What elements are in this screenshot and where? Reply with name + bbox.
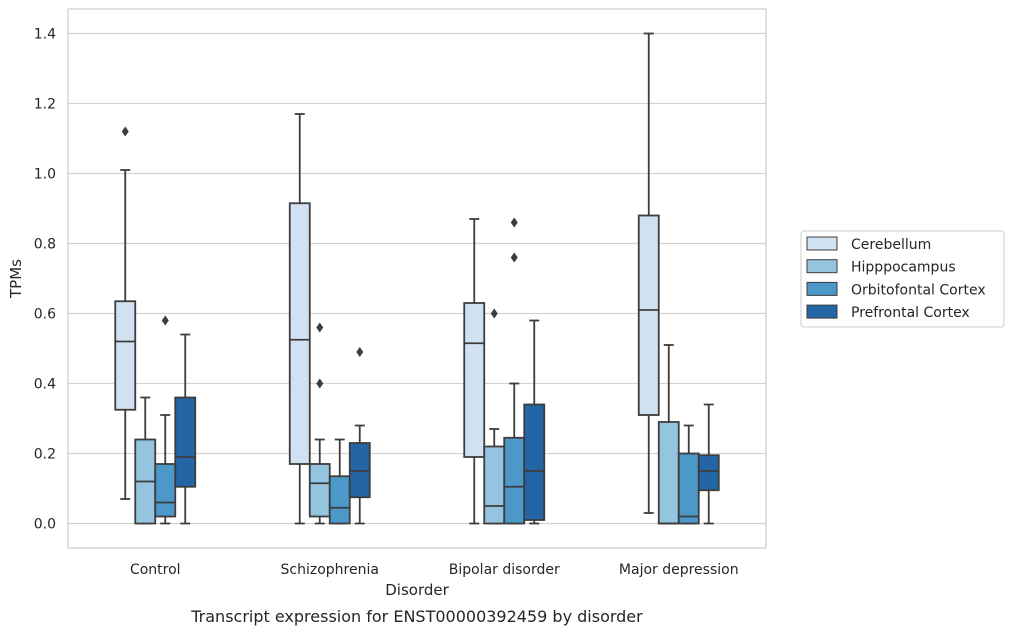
box-orbitofontal-cortex [677,424,700,525]
outlier-point [316,322,324,333]
box-prefrontal-cortex [523,319,546,525]
legend-label-cerebellum: Cerebellum [851,237,931,253]
box-body [677,452,700,525]
box-hipppocampus [308,322,331,525]
box-hipppocampus [134,396,157,525]
y-tick-label: 0.4 [34,377,56,393]
y-tick-label: 0.6 [34,307,56,323]
box-orbitofontal-cortex [503,217,526,525]
x-tick-label: Bipolar disorder [449,562,560,578]
box-body [328,475,351,525]
x-tick-label: Major depression [619,562,739,578]
y-axis-ticks: 0.0 0.2 0.4 0.6 0.8 1.0 1.2 1.4 [34,27,56,533]
box-body [637,214,660,416]
legend-swatch-hipppocampus [806,259,838,274]
plot-frame [67,8,767,549]
legend-swatch-orbitofontal-cortex [806,281,838,296]
box-body [308,463,331,518]
box-prefrontal-cortex [174,333,197,525]
y-tick-label: 0.8 [34,237,56,253]
y-tick-label: 1.0 [34,167,56,183]
legend-swatch-prefrontal-cortex [806,304,838,319]
box-body [174,396,197,488]
y-tick-label: 0.0 [34,517,56,533]
outlier-point [316,378,324,389]
box-body [483,445,506,525]
box-cerebellum [114,126,137,500]
box-orbitofontal-cortex [154,315,177,525]
box-body [503,436,526,525]
box-hipppocampus [657,344,680,525]
box-orbitofontal-cortex [328,438,351,525]
box-prefrontal-cortex [348,347,371,525]
boxes [114,32,720,525]
box-body [114,300,137,411]
box-body [697,454,720,492]
legend-label-hipppocampus: Hipppocampus [851,260,956,276]
x-tick-label: Control [130,562,181,578]
outlier-point [510,252,518,263]
outlier-point [356,347,364,357]
box-body [288,202,311,465]
x-axis-ticks: Control Schizophrenia Bipolar disorder Majo… [130,562,739,578]
x-axis-label: Disorder [385,581,449,599]
legend-items: Cerebellum Hipppocampus Orbitofontal Corte… [806,236,986,321]
outlier-point [510,217,518,228]
legend-frame [800,230,1005,328]
box-cerebellum [637,32,660,514]
legend-label-orbitofontal-cortex: Orbitofontal Cortex [851,282,986,298]
y-tick-label: 1.4 [34,27,56,43]
legend-label-prefrontal-cortex: Prefrontal Cortex [851,305,970,321]
y-tick-label: 0.2 [34,447,56,463]
legend: Cerebellum Hipppocampus Orbitofontal Corte… [800,230,1005,328]
box-prefrontal-cortex [697,403,720,525]
box-body [657,421,680,525]
legend-swatch-cerebellum [806,236,838,251]
box-cerebellum [288,113,311,525]
box-cerebellum [463,218,486,525]
y-tick-label: 1.2 [34,97,56,113]
outlier-point [161,315,169,326]
x-tick-label: Schizophrenia [281,562,379,578]
y-axis-label: TPMs [7,259,25,299]
box-body [154,463,177,518]
box-body [523,403,546,521]
chart-caption: Transcript expression for ENST0000039245… [190,607,643,626]
outlier-point [490,308,498,319]
outlier-point [121,126,129,137]
box-body [463,302,486,458]
box-hipppocampus [483,308,506,525]
